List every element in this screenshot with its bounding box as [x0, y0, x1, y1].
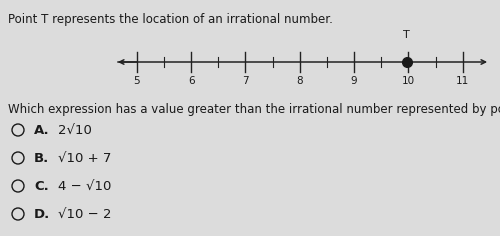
Text: T: T [404, 30, 410, 40]
Text: 6: 6 [188, 76, 194, 86]
Text: D.: D. [34, 207, 50, 220]
Text: 2√10: 2√10 [58, 123, 92, 136]
Text: 11: 11 [456, 76, 469, 86]
Text: C.: C. [34, 180, 49, 193]
Text: 8: 8 [296, 76, 303, 86]
Text: B.: B. [34, 152, 49, 164]
Text: √10 + 7: √10 + 7 [58, 152, 112, 164]
Text: 4 − √10: 4 − √10 [58, 180, 112, 193]
Text: √10 − 2: √10 − 2 [58, 207, 112, 220]
Text: 10: 10 [402, 76, 415, 86]
Text: Point T represents the location of an irrational number.: Point T represents the location of an ir… [8, 13, 333, 26]
Text: 5: 5 [134, 76, 140, 86]
Text: 9: 9 [351, 76, 358, 86]
Text: Which expression has a value greater than the irrational number represented by p: Which expression has a value greater tha… [8, 103, 500, 116]
Text: 7: 7 [242, 76, 248, 86]
Text: A.: A. [34, 123, 50, 136]
